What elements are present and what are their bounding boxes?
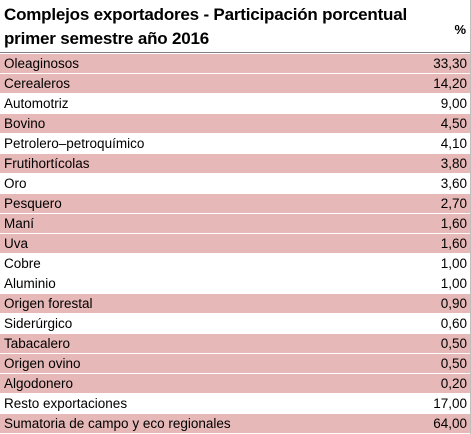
table-row: Pesquero 2,70 xyxy=(0,194,471,214)
table-row: Siderúrgico 0,60 xyxy=(0,314,471,334)
row-value: 0,50 xyxy=(440,356,467,371)
row-value: 0,50 xyxy=(440,336,467,351)
row-value: 1,60 xyxy=(440,216,467,231)
table-row: Origen forestal 0,90 xyxy=(0,294,471,314)
title-line-2: primer semestre año 2016 xyxy=(4,29,209,48)
table-row: Aluminio 1,00 xyxy=(0,274,471,294)
table-row: Uva 1,60 xyxy=(0,234,471,254)
table-row: Maní 1,60 xyxy=(0,214,471,234)
table-row: Origen ovino 0,50 xyxy=(0,354,471,374)
table-title: Complejos exportadores - Participación p… xyxy=(4,3,424,51)
header-divider xyxy=(0,52,471,53)
row-label: Sumatoria de campo y eco regionales xyxy=(4,416,231,431)
table-header: Complejos exportadores - Participación p… xyxy=(0,0,471,52)
table-row: Bovino 4,50 xyxy=(0,114,471,134)
row-value: 0,60 xyxy=(440,316,467,331)
table-row: Tabacalero 0,50 xyxy=(0,334,471,354)
row-label: Oro xyxy=(4,176,27,191)
row-value: 0,20 xyxy=(440,376,467,391)
row-label: Cobre xyxy=(4,256,41,271)
row-value: 17,00 xyxy=(433,396,467,411)
row-label: Bovino xyxy=(4,116,46,131)
row-value: 1,00 xyxy=(440,276,467,291)
table-row: Oro 3,60 xyxy=(0,174,471,194)
table-row: Frutihortícolas 3,80 xyxy=(0,154,471,174)
row-label: Frutihortícolas xyxy=(4,156,90,171)
table-row: Algodonero 0,20 xyxy=(0,374,471,394)
row-label: Petrolero–petroquímico xyxy=(4,136,145,151)
table-row: Cobre 1,00 xyxy=(0,254,471,274)
table-row: Resto exportaciones 17,00 xyxy=(0,394,471,414)
row-value: 1,00 xyxy=(440,256,467,271)
row-value: 2,70 xyxy=(440,196,467,211)
row-value: 14,20 xyxy=(433,76,467,91)
table-row: Oleaginosos 33,30 xyxy=(0,54,471,74)
row-value: 33,30 xyxy=(433,56,467,71)
row-label: Pesquero xyxy=(4,196,62,211)
row-value: 3,60 xyxy=(440,176,467,191)
row-label: Resto exportaciones xyxy=(4,396,128,411)
row-label: Aluminio xyxy=(4,276,56,291)
row-value: 1,60 xyxy=(440,236,467,251)
row-label: Origen ovino xyxy=(4,356,81,371)
row-label: Automotriz xyxy=(4,96,69,111)
row-value: 4,50 xyxy=(440,116,467,131)
row-value: 0,90 xyxy=(440,296,467,311)
percent-column-header: % xyxy=(454,22,466,37)
row-label: Uva xyxy=(4,236,29,251)
row-label: Cerealeros xyxy=(4,76,71,91)
row-label: Algodonero xyxy=(4,376,74,391)
table-row: Cerealeros 14,20 xyxy=(0,74,471,94)
row-label: Tabacalero xyxy=(4,336,71,351)
row-label: Maní xyxy=(4,216,35,231)
row-value: 64,00 xyxy=(433,416,467,431)
row-label: Oleaginosos xyxy=(4,56,80,71)
title-line-1: Complejos exportadores - Participación p… xyxy=(4,5,408,24)
row-label: Origen forestal xyxy=(4,296,93,311)
row-label: Siderúrgico xyxy=(4,316,73,331)
table-row: Automotriz 9,00 xyxy=(0,94,471,114)
row-value: 3,80 xyxy=(440,156,467,171)
table-row: Sumatoria de campo y eco regionales 64,00 xyxy=(0,414,471,434)
table-body: Oleaginosos 33,30 Cerealeros 14,20 Automotri… xyxy=(0,54,471,434)
row-value: 9,00 xyxy=(440,96,467,111)
row-value: 4,10 xyxy=(440,136,467,151)
table-row: Petrolero–petroquímico 4,10 xyxy=(0,134,471,154)
